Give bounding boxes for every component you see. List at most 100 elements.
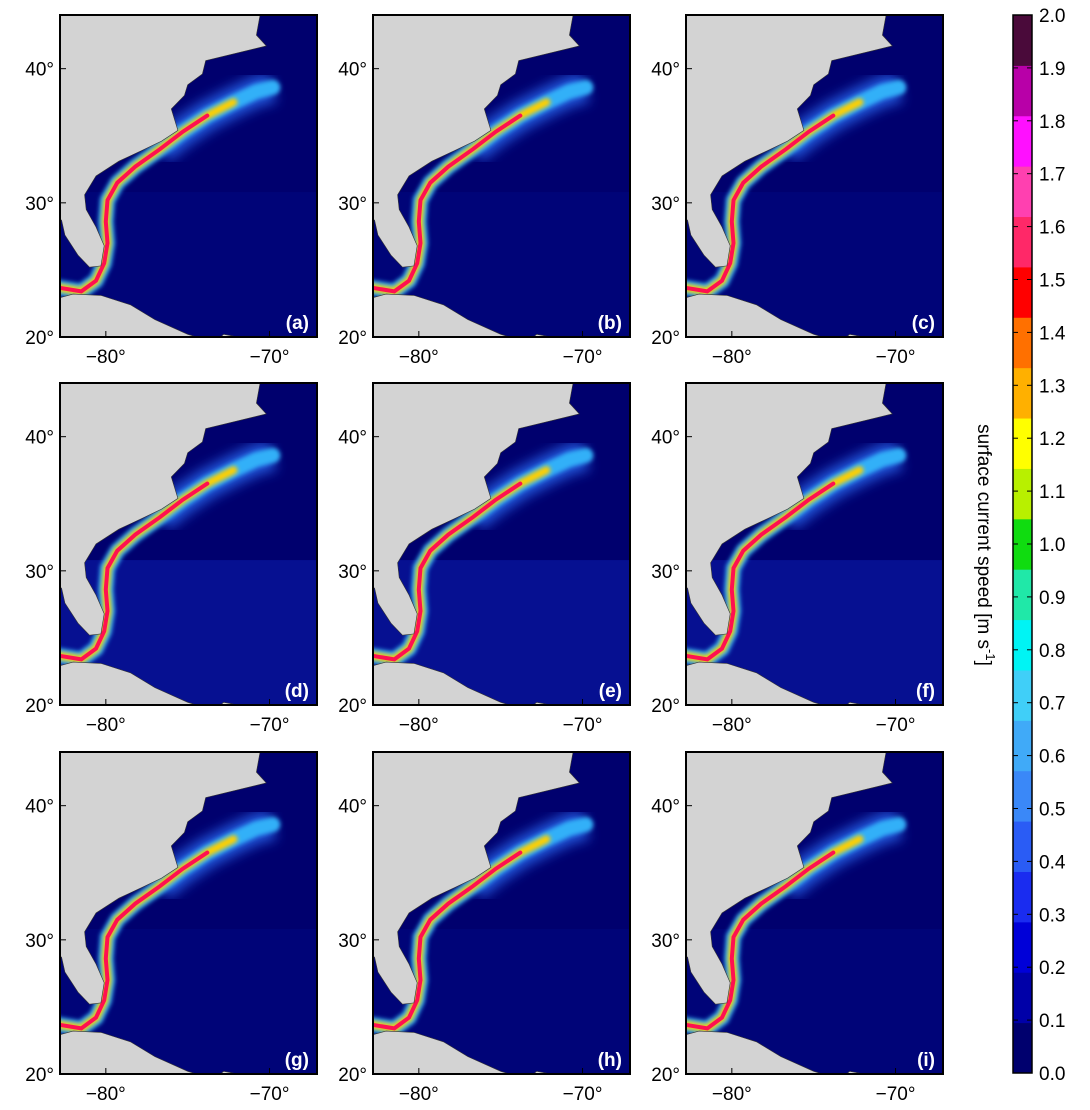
colorbar-tick-label: 2.0 bbox=[1039, 6, 1065, 27]
y-tick-label: 20° bbox=[25, 1065, 54, 1086]
land bbox=[686, 752, 893, 1005]
land bbox=[686, 661, 824, 705]
colorbar-band bbox=[1013, 65, 1032, 117]
x-tick-label: −80° bbox=[86, 1084, 126, 1105]
x-tick-label: −80° bbox=[399, 715, 439, 736]
panel-label: (g) bbox=[285, 1050, 309, 1071]
colorbar-tick-label: 0.6 bbox=[1039, 747, 1065, 768]
colorbar-tick-label: 1.7 bbox=[1039, 165, 1065, 186]
colorbar-tick-label: 0.3 bbox=[1039, 905, 1065, 926]
panel-frame bbox=[372, 14, 631, 338]
colorbar-tick-label: 0.2 bbox=[1039, 958, 1065, 979]
x-tick-label: −80° bbox=[712, 1084, 752, 1105]
land bbox=[373, 293, 511, 337]
x-tick-label: −70° bbox=[563, 715, 603, 736]
panel-label: (i) bbox=[917, 1050, 935, 1071]
current-core bbox=[373, 850, 523, 1031]
colorbar-band bbox=[1013, 468, 1032, 520]
land bbox=[686, 383, 893, 636]
panel-frame bbox=[685, 382, 944, 706]
y-tick-label: 30° bbox=[25, 562, 54, 583]
panel-frame bbox=[685, 14, 944, 338]
colorbar-band bbox=[1013, 821, 1032, 872]
colorbar-tick-label: 0.1 bbox=[1039, 1011, 1065, 1032]
map-panel bbox=[373, 752, 630, 1074]
colorbar-tick-label: 1.6 bbox=[1039, 218, 1065, 239]
y-tick-label: 40° bbox=[651, 797, 680, 818]
panel-label: (d) bbox=[285, 681, 309, 702]
panel-label: (f) bbox=[916, 681, 935, 702]
y-tick-label: 20° bbox=[651, 1065, 680, 1086]
x-tick-label: −70° bbox=[876, 715, 916, 736]
current-core bbox=[373, 113, 523, 294]
panel-label: (c) bbox=[912, 313, 935, 334]
y-tick-label: 30° bbox=[25, 194, 54, 215]
land bbox=[686, 293, 824, 337]
colorbar-band bbox=[1013, 266, 1032, 318]
map-panel bbox=[686, 752, 943, 1074]
y-tick-label: 30° bbox=[338, 562, 367, 583]
colorbar-band bbox=[1013, 720, 1032, 772]
colorbar-tick-label: 1.4 bbox=[1039, 323, 1066, 344]
y-tick-label: 20° bbox=[651, 696, 680, 717]
x-tick-label: −70° bbox=[876, 347, 916, 368]
colorbar-tick-label: 1.8 bbox=[1039, 112, 1065, 133]
land bbox=[60, 293, 198, 337]
x-tick-label: −80° bbox=[86, 715, 126, 736]
colorbar-tick-label: 0.0 bbox=[1039, 1064, 1065, 1085]
colorbar-band bbox=[1013, 15, 1032, 66]
current-core bbox=[686, 113, 836, 294]
colorbar-band bbox=[1013, 367, 1032, 419]
current-core bbox=[686, 850, 836, 1031]
y-tick-label: 30° bbox=[25, 931, 54, 952]
panel-frame bbox=[59, 14, 318, 338]
panel-frame bbox=[59, 751, 318, 1075]
y-tick-label: 30° bbox=[338, 931, 367, 952]
y-tick-label: 30° bbox=[651, 562, 680, 583]
x-tick-label: −80° bbox=[399, 1084, 439, 1105]
colorbar-tick-label: 0.7 bbox=[1039, 694, 1065, 715]
y-tick-label: 40° bbox=[338, 428, 367, 449]
current-core bbox=[60, 850, 210, 1031]
colorbar-label-end: ] bbox=[973, 661, 994, 666]
panel-label: (b) bbox=[598, 313, 622, 334]
land bbox=[373, 661, 511, 705]
colorbar-band bbox=[1013, 669, 1032, 721]
map-panel bbox=[60, 15, 317, 337]
colorbar-label: surface current speed [m s-1] bbox=[973, 424, 998, 666]
colorbar-label-sup: -1 bbox=[983, 649, 998, 661]
y-tick-label: 20° bbox=[338, 328, 367, 349]
panel-frame bbox=[372, 382, 631, 706]
colorbar-band bbox=[1013, 619, 1032, 671]
x-tick-label: −70° bbox=[876, 1084, 916, 1105]
x-tick-label: −80° bbox=[712, 347, 752, 368]
y-tick-label: 30° bbox=[338, 194, 367, 215]
colorbar-tick-label: 0.9 bbox=[1039, 588, 1065, 609]
y-tick-label: 40° bbox=[25, 60, 54, 81]
land bbox=[60, 1030, 198, 1074]
panel-label: (a) bbox=[286, 313, 309, 334]
land bbox=[60, 15, 267, 268]
map-panel bbox=[373, 383, 630, 705]
panel-label: (h) bbox=[598, 1050, 622, 1071]
land bbox=[373, 1030, 511, 1074]
colorbar-band bbox=[1013, 569, 1032, 621]
colorbar-band bbox=[1013, 972, 1032, 1024]
colorbar-band bbox=[1013, 871, 1032, 923]
colorbar-band bbox=[1013, 1022, 1032, 1074]
y-tick-label: 40° bbox=[25, 797, 54, 818]
map-panel bbox=[60, 752, 317, 1074]
land bbox=[686, 1030, 824, 1074]
y-tick-label: 40° bbox=[338, 60, 367, 81]
colorbar-band bbox=[1013, 921, 1032, 973]
current-core bbox=[686, 481, 836, 662]
y-tick-label: 20° bbox=[25, 696, 54, 717]
map-panel bbox=[60, 383, 317, 705]
colorbar-tick-label: 0.8 bbox=[1039, 641, 1065, 662]
colorbar-tick-label: 0.4 bbox=[1039, 852, 1066, 873]
colorbar-band bbox=[1013, 166, 1032, 218]
colorbar-tick-label: 1.5 bbox=[1039, 271, 1065, 292]
land bbox=[60, 661, 198, 705]
y-tick-label: 40° bbox=[25, 428, 54, 449]
